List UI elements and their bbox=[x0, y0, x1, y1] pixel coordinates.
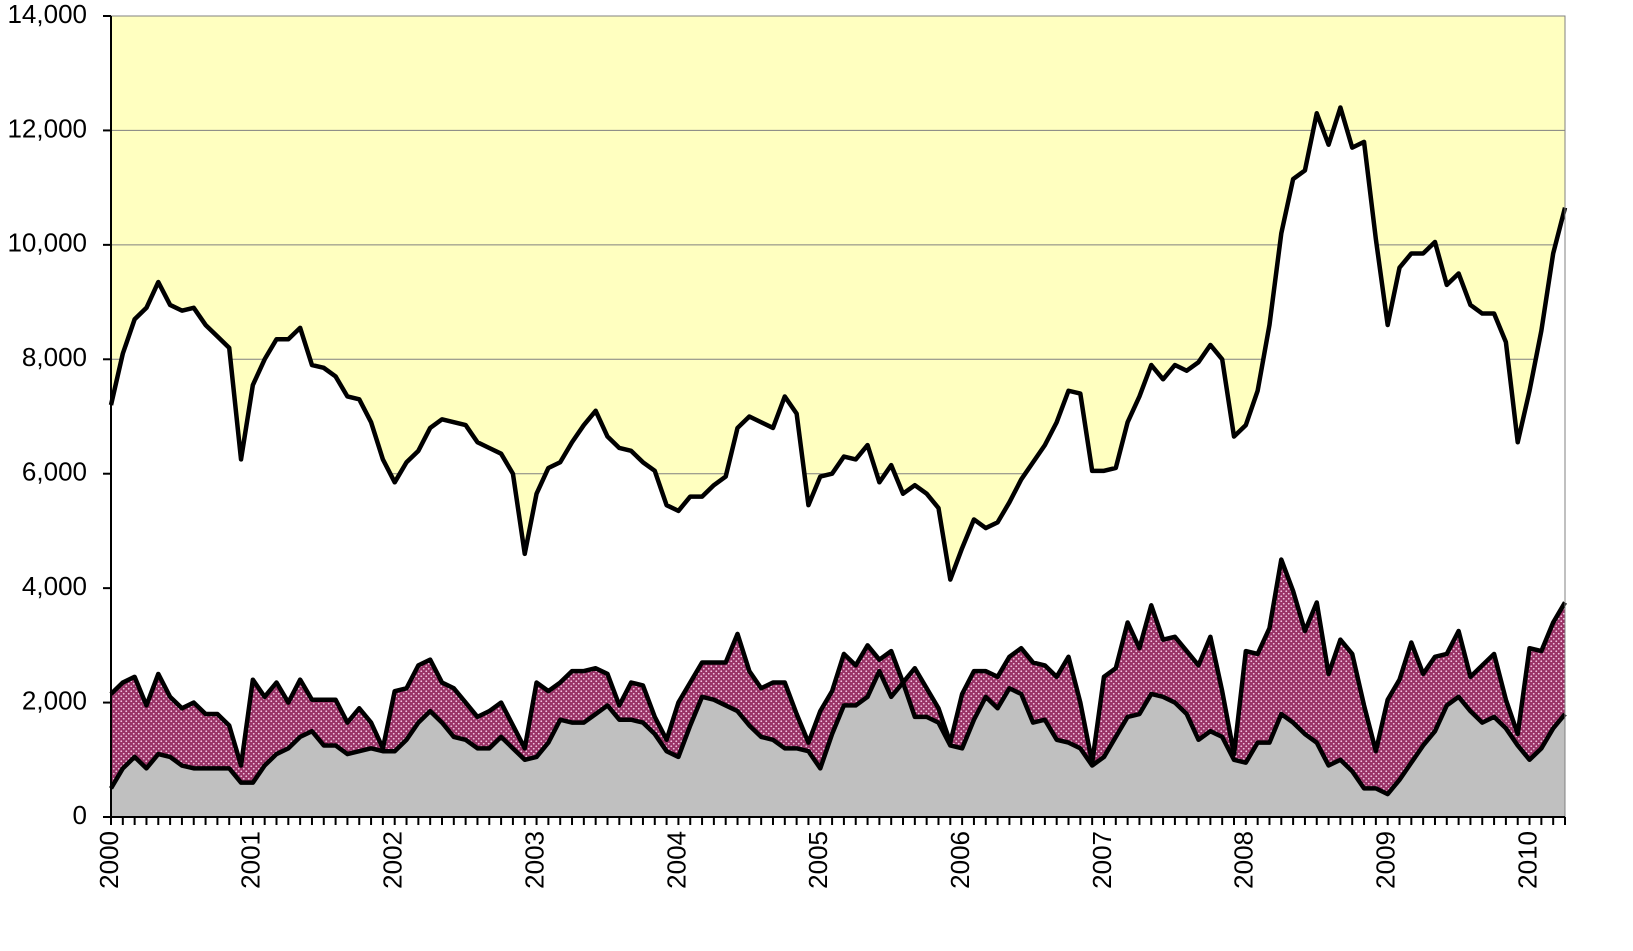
area bbox=[111, 107, 1565, 766]
y-tick-label: 0 bbox=[73, 800, 87, 830]
y-tick-label: 12,000 bbox=[7, 113, 87, 143]
y-tick-label: 4,000 bbox=[22, 571, 87, 601]
x-tick-label: 2000 bbox=[94, 831, 124, 889]
x-tick-label: 2003 bbox=[519, 831, 549, 889]
x-tick-label: 2002 bbox=[378, 831, 408, 889]
x-tick-label: 2005 bbox=[803, 831, 833, 889]
y-tick-label: 10,000 bbox=[7, 228, 87, 258]
x-tick-label: 2010 bbox=[1512, 831, 1542, 889]
series-line bbox=[108, 105, 1568, 582]
y-tick-label: 14,000 bbox=[7, 0, 87, 29]
series-line bbox=[109, 557, 1567, 768]
x-tick-label: 2008 bbox=[1229, 831, 1259, 889]
y-tick-label: 8,000 bbox=[22, 342, 87, 372]
x-tick-label: 2007 bbox=[1087, 831, 1117, 889]
x-tick-label: 2006 bbox=[945, 831, 975, 889]
x-tick-label: 2001 bbox=[236, 831, 266, 889]
series-line bbox=[109, 668, 1567, 797]
y-tick-label: 2,000 bbox=[22, 685, 87, 715]
x-tick-label: 2004 bbox=[661, 831, 691, 889]
y-tick-label: 6,000 bbox=[22, 457, 87, 487]
x-tick-label: 2009 bbox=[1371, 831, 1401, 889]
area bbox=[111, 671, 1565, 817]
